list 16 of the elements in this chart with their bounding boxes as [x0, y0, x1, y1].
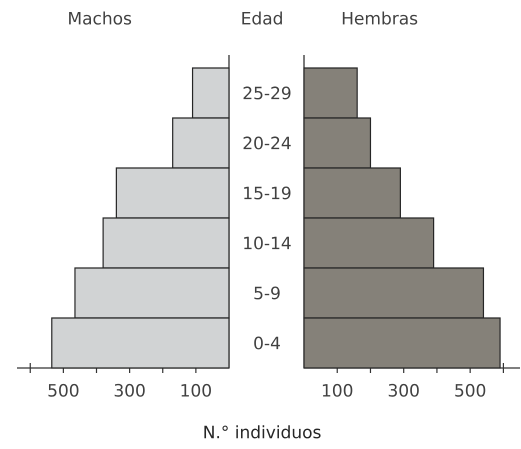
y-axis-title: Edad [242, 11, 282, 25]
x-tick-label: 100 [182, 384, 211, 397]
y-tick-label: 20-24 [244, 136, 291, 150]
y-tick-label: 0-4 [254, 336, 280, 350]
chart-title: Machos [69, 11, 132, 25]
chart-title: Hembras [342, 11, 418, 25]
x-tick-label: 500 [455, 384, 486, 397]
x-tick-label: 300 [388, 384, 419, 397]
y-tick-label: 10-14 [244, 236, 291, 250]
x-tick-label: 500 [48, 384, 78, 397]
y-tick-label: 5-9 [254, 286, 280, 300]
x-axis-title: N.° individuos [204, 425, 321, 438]
y-tick-label: 15-19 [244, 186, 290, 200]
x-tick-label: 100 [322, 384, 352, 397]
x-tick-label: 300 [114, 384, 145, 397]
y-tick-label: 25-29 [244, 86, 290, 100]
